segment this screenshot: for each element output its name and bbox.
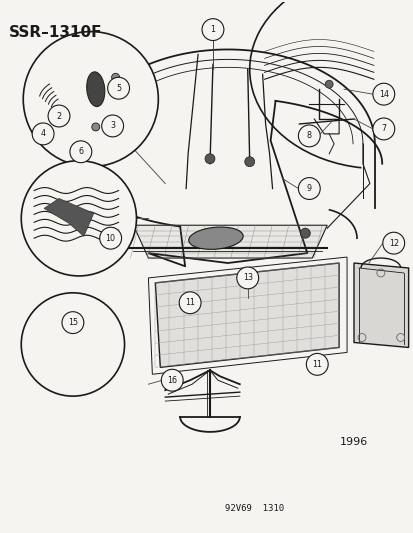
- Circle shape: [298, 125, 320, 147]
- Polygon shape: [155, 263, 338, 367]
- Circle shape: [298, 177, 320, 199]
- Text: 14: 14: [378, 90, 388, 99]
- Polygon shape: [353, 263, 408, 348]
- Text: 9: 9: [306, 184, 311, 193]
- Circle shape: [179, 292, 201, 314]
- Circle shape: [102, 115, 123, 137]
- Circle shape: [48, 105, 70, 127]
- Text: 11: 11: [185, 298, 195, 307]
- Circle shape: [70, 141, 92, 163]
- Circle shape: [92, 123, 100, 131]
- Circle shape: [300, 228, 310, 238]
- Circle shape: [372, 118, 394, 140]
- Text: 92V69  1310: 92V69 1310: [225, 504, 284, 513]
- Polygon shape: [133, 225, 326, 258]
- Circle shape: [23, 31, 158, 167]
- Text: 5: 5: [116, 84, 121, 93]
- Circle shape: [382, 232, 404, 254]
- Text: 8: 8: [306, 131, 311, 140]
- Text: 10: 10: [105, 233, 115, 243]
- Text: 15: 15: [68, 318, 78, 327]
- Circle shape: [21, 293, 124, 396]
- Text: 13: 13: [242, 273, 252, 282]
- Circle shape: [372, 83, 394, 105]
- Ellipse shape: [86, 72, 104, 107]
- Circle shape: [21, 161, 136, 276]
- Polygon shape: [44, 198, 93, 236]
- Text: 7: 7: [380, 124, 385, 133]
- Text: 1: 1: [210, 25, 215, 34]
- Circle shape: [306, 353, 328, 375]
- Circle shape: [32, 123, 54, 145]
- Circle shape: [62, 312, 83, 334]
- Ellipse shape: [188, 227, 242, 249]
- Text: SSR–1310F: SSR–1310F: [9, 25, 102, 39]
- Circle shape: [107, 77, 129, 99]
- Text: 2: 2: [56, 111, 62, 120]
- Text: 11: 11: [311, 360, 321, 369]
- Circle shape: [325, 80, 332, 88]
- Text: 4: 4: [40, 130, 45, 139]
- Circle shape: [100, 227, 121, 249]
- Text: 16: 16: [167, 376, 177, 385]
- Text: 6: 6: [78, 147, 83, 156]
- Circle shape: [236, 267, 258, 289]
- Text: 1996: 1996: [339, 437, 367, 447]
- Text: 3: 3: [110, 122, 115, 131]
- Circle shape: [202, 19, 223, 41]
- Circle shape: [244, 157, 254, 167]
- Circle shape: [112, 74, 119, 81]
- Text: 12: 12: [388, 239, 398, 248]
- Circle shape: [161, 369, 183, 391]
- Circle shape: [204, 154, 214, 164]
